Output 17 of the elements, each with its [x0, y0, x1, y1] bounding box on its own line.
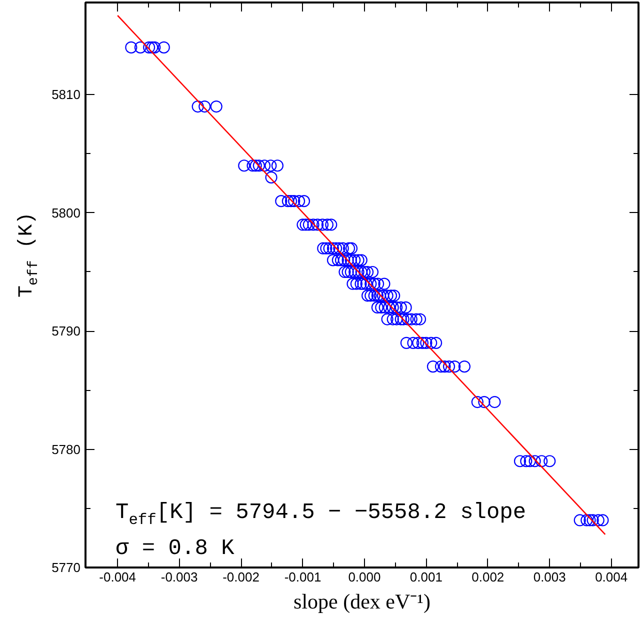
x-tick-label: -0.004: [99, 570, 136, 584]
y-tick-label: 5770: [52, 560, 80, 575]
x-tick-label: 0.002: [472, 570, 504, 584]
x-tick-label: -0.002: [222, 570, 260, 584]
x-tick-label: 0.001: [410, 570, 442, 584]
x-tick-label: 0.003: [533, 570, 566, 584]
y-tick-label: 5810: [52, 87, 80, 102]
annotation: σ = 0.8 K: [116, 536, 236, 561]
x-tick-label: -0.003: [160, 570, 198, 584]
y-axis-title: Teff (K): [15, 212, 42, 298]
x-axis-title: slope (dex eV⁻¹): [294, 590, 430, 614]
y-tick-label: 5800: [52, 205, 80, 220]
y-tick-label: 5780: [52, 442, 80, 457]
y-tick-label: 5790: [52, 324, 80, 339]
x-tick-label: -0.001: [284, 570, 322, 584]
x-tick-label: 0.004: [595, 570, 628, 584]
x-tick-label: 0.000: [348, 570, 381, 584]
